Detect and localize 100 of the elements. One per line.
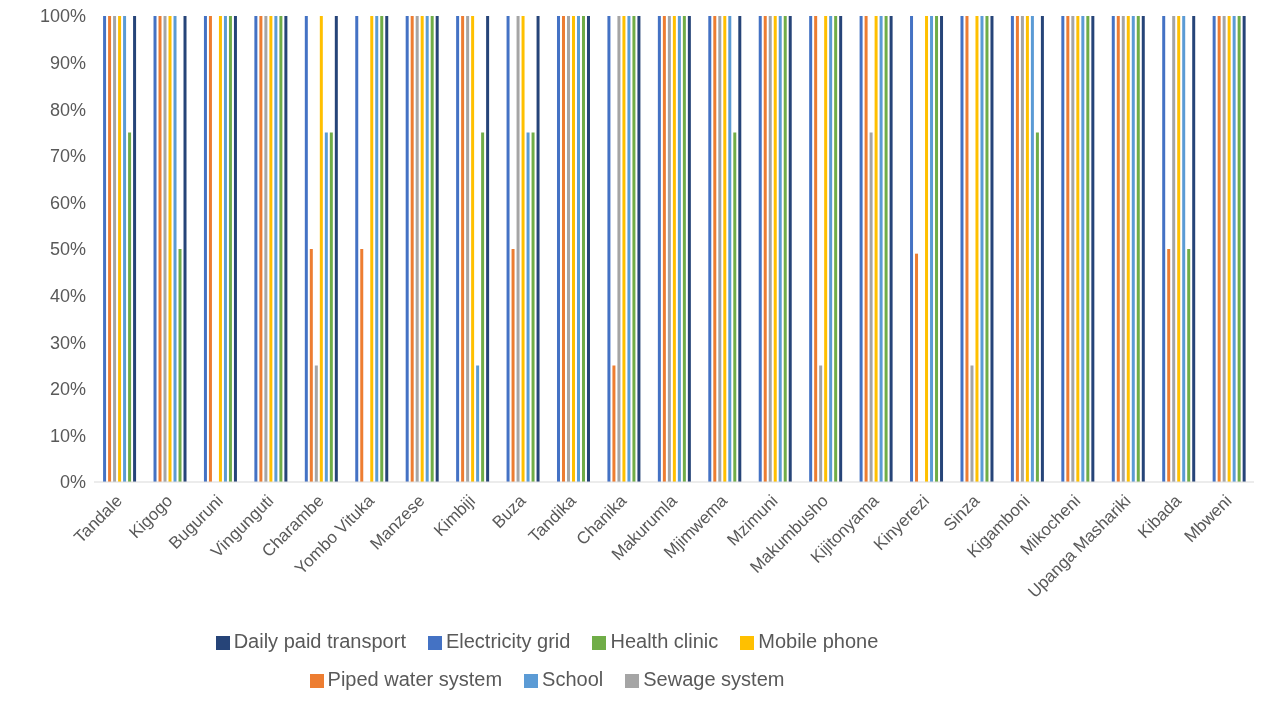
bar bbox=[561, 16, 565, 482]
y-tick-label: 30% bbox=[49, 332, 86, 353]
bar bbox=[319, 16, 323, 482]
bar bbox=[183, 16, 187, 482]
bar bbox=[576, 16, 580, 482]
bar bbox=[632, 16, 636, 482]
bar bbox=[667, 16, 671, 482]
bar bbox=[435, 16, 439, 482]
bar bbox=[108, 16, 112, 482]
bar bbox=[481, 132, 485, 482]
bar bbox=[627, 16, 631, 482]
bar bbox=[930, 16, 934, 482]
bar bbox=[531, 132, 535, 482]
bar bbox=[521, 16, 525, 482]
bar bbox=[304, 16, 308, 482]
bar bbox=[163, 16, 167, 482]
bar bbox=[203, 16, 207, 482]
bar bbox=[834, 16, 838, 482]
bar bbox=[1066, 16, 1070, 482]
bar bbox=[284, 16, 288, 482]
bar bbox=[935, 16, 939, 482]
bar bbox=[526, 132, 530, 482]
bar bbox=[1232, 16, 1236, 482]
bar bbox=[1010, 16, 1014, 482]
bar bbox=[556, 16, 560, 482]
bar bbox=[1091, 16, 1095, 482]
bar bbox=[158, 16, 162, 482]
y-tick-label: 100% bbox=[39, 6, 86, 27]
legend-label: Piped water system bbox=[327, 668, 503, 690]
bar bbox=[233, 16, 237, 482]
bar bbox=[773, 16, 777, 482]
bar bbox=[778, 16, 782, 482]
bar bbox=[1116, 16, 1120, 482]
bar bbox=[511, 249, 515, 482]
bar bbox=[566, 16, 570, 482]
bar bbox=[925, 16, 929, 482]
bar bbox=[970, 365, 974, 482]
y-tick-label: 50% bbox=[49, 239, 86, 260]
bar bbox=[617, 16, 621, 482]
bar bbox=[1192, 16, 1196, 482]
y-tick-label: 70% bbox=[49, 146, 86, 167]
legend-label: School bbox=[542, 668, 604, 690]
bar bbox=[1212, 16, 1216, 482]
bar bbox=[223, 16, 227, 482]
bar bbox=[259, 16, 263, 482]
bar bbox=[103, 16, 107, 482]
bar bbox=[410, 16, 414, 482]
bar bbox=[980, 16, 984, 482]
bar bbox=[990, 16, 994, 482]
bar bbox=[940, 16, 944, 482]
bar bbox=[1035, 132, 1039, 482]
bar bbox=[708, 16, 712, 482]
bar bbox=[1136, 16, 1140, 482]
bar bbox=[1141, 16, 1145, 482]
bar bbox=[1227, 16, 1231, 482]
bar bbox=[415, 16, 419, 482]
bar bbox=[118, 16, 122, 482]
bar bbox=[123, 16, 127, 482]
bar bbox=[471, 16, 475, 482]
bar bbox=[718, 16, 722, 482]
bar bbox=[612, 365, 616, 482]
bar bbox=[1242, 16, 1246, 482]
bar bbox=[133, 16, 137, 482]
legend-label: Health clinic bbox=[610, 630, 719, 652]
bar bbox=[334, 16, 338, 482]
bar bbox=[456, 16, 460, 482]
bar bbox=[864, 16, 868, 482]
bar bbox=[672, 16, 676, 482]
bar bbox=[622, 16, 626, 482]
bar bbox=[153, 16, 157, 482]
bar bbox=[1131, 16, 1135, 482]
bar bbox=[975, 16, 979, 482]
bar bbox=[738, 16, 742, 482]
bar bbox=[269, 16, 273, 482]
bar bbox=[814, 16, 818, 482]
bar bbox=[783, 16, 787, 482]
bar bbox=[324, 132, 328, 482]
bar bbox=[113, 16, 117, 482]
bar bbox=[1167, 249, 1171, 482]
bar bbox=[128, 132, 132, 482]
bar bbox=[1126, 16, 1130, 482]
y-tick-label: 60% bbox=[49, 192, 86, 213]
y-tick-label: 0% bbox=[59, 472, 86, 493]
bar bbox=[768, 16, 772, 482]
bar bbox=[884, 16, 888, 482]
bar bbox=[274, 16, 278, 482]
bar bbox=[687, 16, 691, 482]
bar bbox=[713, 16, 717, 482]
bar bbox=[1162, 16, 1166, 482]
bar bbox=[329, 132, 333, 482]
legend-label: Sewage system bbox=[643, 668, 785, 690]
bar bbox=[536, 16, 540, 482]
legend-label: Mobile phone bbox=[758, 630, 879, 652]
bar bbox=[1015, 16, 1019, 482]
bar bbox=[420, 16, 424, 482]
bar bbox=[859, 16, 863, 482]
bar bbox=[662, 16, 666, 482]
bar bbox=[819, 365, 823, 482]
bar bbox=[1040, 16, 1044, 482]
bar bbox=[370, 16, 374, 482]
